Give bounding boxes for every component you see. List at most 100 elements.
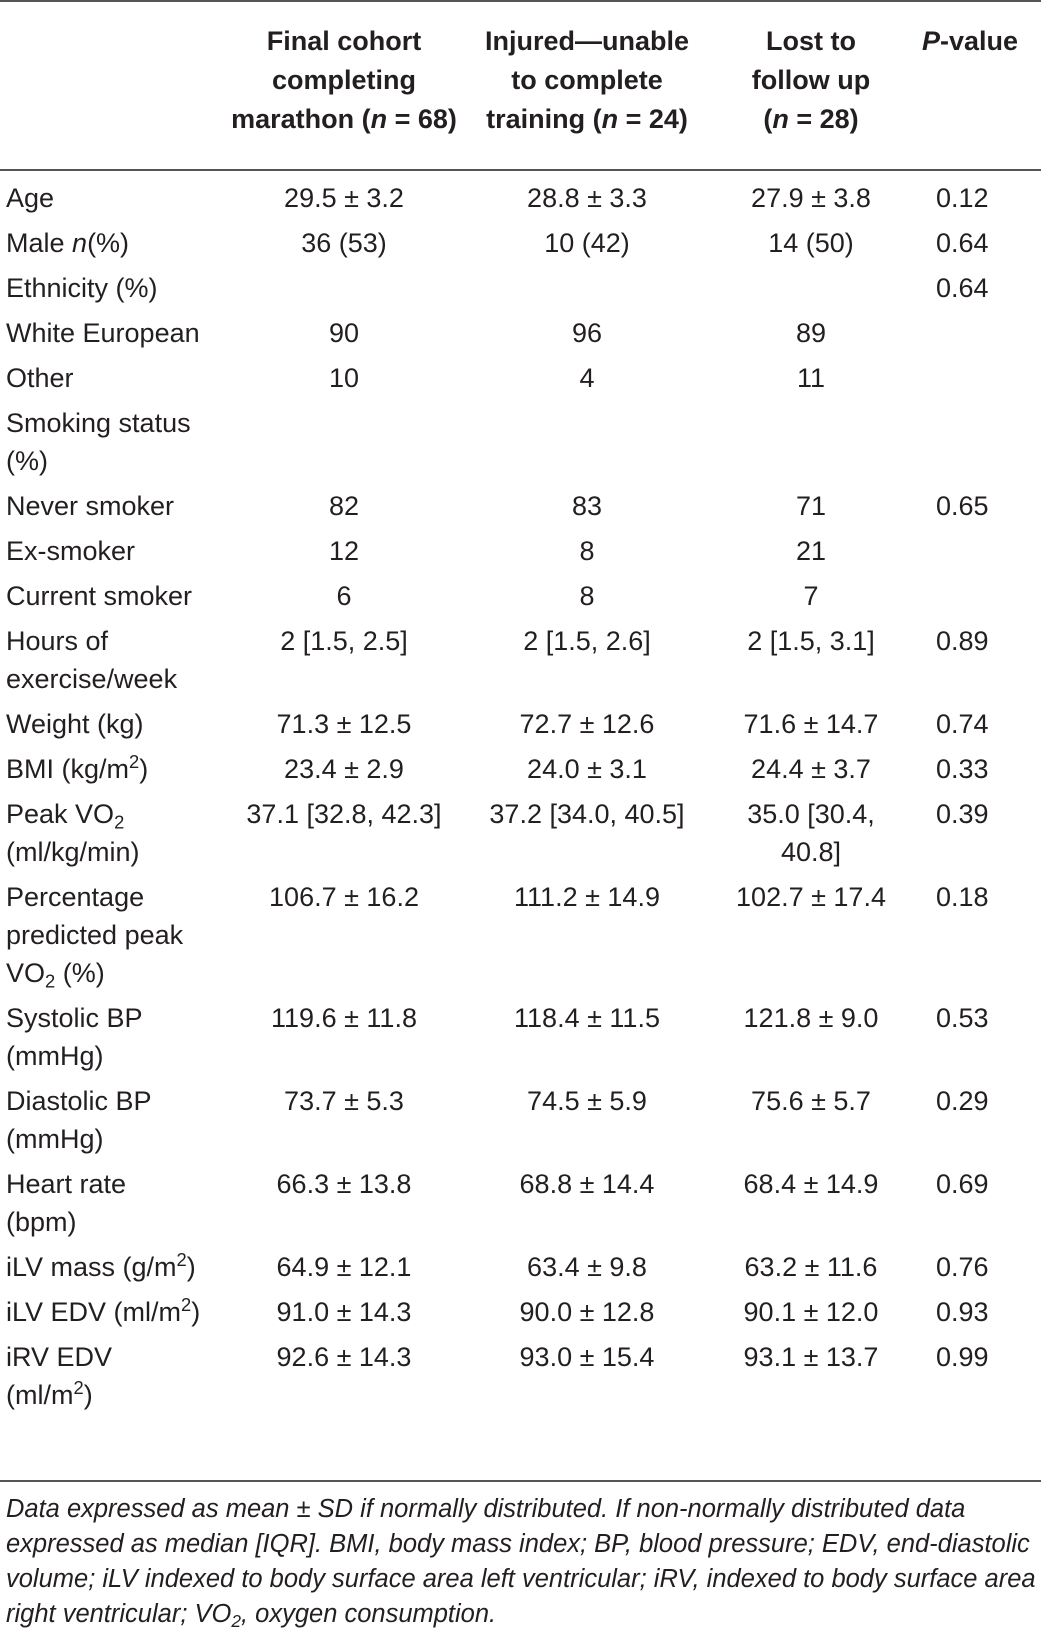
lost-to-follow-up-value: 7 [803,581,819,611]
lost-to-follow-up-value: 121.8 ± 9.0 [743,1003,879,1033]
lost-to-follow-up-value: 89 [795,318,827,348]
final-cohort-value: 92.6 ± 14.3 [276,1342,412,1372]
injured-value: 10 (42) [544,228,630,258]
header-rule [0,169,1041,171]
p-value: 0.12 [936,183,989,213]
table-footnote: Data expressed as mean ± SD if normally … [6,1495,1036,1632]
row-label: Age [6,183,55,213]
final-cohort-value: 10 [328,363,360,393]
final-cohort-value: 66.3 ± 13.8 [276,1169,412,1199]
table-row-ethnicity: Ethnicity (%) 0.64 [0,269,1041,314]
table-row-diastolic-bp-mmhg: Diastolic BP (mmHg) 73.7 ± 5.3 74.5 ± 5.9 75… [0,1082,1041,1165]
table-row-bmi-kg-m2: BMI (kg/m2) 23.4 ± 2.9 24.0 ± 3.1 24.4 ± 3.… [0,750,1041,795]
lost-to-follow-up-value: 71 [795,491,827,521]
final-cohort-value: 91.0 ± 14.3 [276,1297,412,1327]
final-cohort-value: 29.5 ± 3.2 [284,183,404,213]
p-value [908,577,1041,622]
p-value: 0.89 [936,626,989,656]
final-cohort-value: 73.7 ± 5.3 [284,1086,404,1116]
table-row-ilv-edv-ml-m2: iLV EDV (ml/m2) 91.0 ± 14.3 90.0 ± 12.8 90.… [0,1293,1041,1338]
row-label: Peak VO2 (ml/kg/min) [6,799,140,867]
lost-to-follow-up-value: 24.4 ± 3.7 [751,754,871,784]
injured-value: 37.2 [34.0, 40.5] [489,799,685,829]
baseline-characteristics-table: Final cohort completing marathon (n = 68… [0,0,1041,1421]
final-cohort-value: 64.9 ± 12.1 [276,1252,412,1282]
row-label: Percentage predicted peak VO2 (%) [6,882,184,992]
row-label: iLV mass (g/m2) [6,1248,196,1282]
row-label: Weight (kg) [6,709,144,739]
row-label: Hours of exercise/week [6,626,178,694]
injured-value: 118.4 ± 11.5 [514,1003,660,1033]
injured-value [460,404,714,487]
injured-value: 111.2 ± 14.9 [514,882,660,912]
p-value [908,314,1041,359]
injured-value: 93.0 ± 15.4 [519,1342,655,1372]
table-row-percentage-predicted-peak-vo2: Percentage predicted peak VO2 (%) 106.7 ± 1… [0,878,1041,999]
injured-value: 74.5 ± 5.9 [527,1086,647,1116]
final-cohort-value: 119.6 ± 11.8 [271,1003,417,1033]
header-lost-to-follow-up: Lost to follow up (n = 28) [751,26,871,134]
header-blank [0,0,228,169]
table-row-heart-rate-bpm: Heart rate (bpm) 66.3 ± 13.8 68.8 ± 14.4 68.… [0,1165,1041,1248]
lost-to-follow-up-value [714,404,908,487]
p-value [908,359,1041,404]
p-value: 0.99 [936,1342,989,1372]
lost-to-follow-up-value: 68.4 ± 14.9 [743,1169,879,1199]
table-row-ex-smoker: Ex-smoker 12 8 21 [0,532,1041,577]
final-cohort-value: 23.4 ± 2.9 [284,754,404,784]
bottom-rule [0,1480,1041,1482]
row-label: Heart rate (bpm) [6,1169,127,1237]
lost-to-follow-up-value: 93.1 ± 13.7 [743,1342,879,1372]
row-label: Systolic BP (mmHg) [6,1003,143,1071]
injured-value: 83 [571,491,603,521]
table-row-other: Other 10 4 11 [0,359,1041,404]
row-label: White European [6,318,200,348]
final-cohort-value: 90 [328,318,360,348]
final-cohort-value: 37.1 [32.8, 42.3] [246,799,442,829]
table-row-age: Age 29.5 ± 3.2 28.8 ± 3.3 27.9 ± 3.8 0.12 [0,169,1041,224]
table-row-male-n: Male n(%) 36 (53) 10 (42) 14 (50) 0.64 [0,224,1041,269]
lost-to-follow-up-value: 2 [1.5, 3.1] [747,626,875,656]
injured-value: 96 [571,318,603,348]
lost-to-follow-up-value: 90.1 ± 12.0 [743,1297,879,1327]
header-injured: Injured—unable to complete training (n =… [484,26,690,134]
table-body: Age 29.5 ± 3.2 28.8 ± 3.3 27.9 ± 3.8 0.12 Mal… [0,169,1041,1421]
final-cohort-value: 12 [328,536,360,566]
row-label: Never smoker [6,491,175,521]
lost-to-follow-up-value: 102.7 ± 17.4 [736,882,886,912]
p-value [908,532,1041,577]
injured-value: 90.0 ± 12.8 [519,1297,655,1327]
p-value: 0.74 [936,709,989,739]
row-label: BMI (kg/m2) [6,750,149,784]
p-value: 0.69 [936,1169,989,1199]
row-label: Smoking status (%) [6,408,191,476]
injured-value: 63.4 ± 9.8 [527,1252,647,1282]
top-rule [0,0,1041,2]
table-row-weight-kg: Weight (kg) 71.3 ± 12.5 72.7 ± 12.6 71.6 ± … [0,705,1041,750]
p-value: 0.93 [936,1297,989,1327]
p-value: 0.76 [936,1252,989,1282]
table-row-systolic-bp-mmhg: Systolic BP (mmHg) 119.6 ± 11.8 118.4 ± 11.… [0,999,1041,1082]
injured-value: 68.8 ± 14.4 [519,1169,655,1199]
final-cohort-value: 82 [328,491,360,521]
lost-to-follow-up-value: 75.6 ± 5.7 [751,1086,871,1116]
table-row-irv-edv-ml-m2: iRV EDV (ml/m2) 92.6 ± 14.3 93.0 ± 15.4 93.1… [0,1338,1041,1421]
final-cohort-value [228,404,460,487]
final-cohort-value [228,269,460,314]
table-row-hours-of-exercise-week: Hours of exercise/week 2 [1.5, 2.5] 2 [1.5,… [0,622,1041,705]
p-value: 0.29 [936,1086,989,1116]
lost-to-follow-up-value: 35.0 [30.4, 40.8] [747,799,875,867]
lost-to-follow-up-value: 21 [795,536,827,566]
lost-to-follow-up-value: 27.9 ± 3.8 [751,183,871,213]
final-cohort-value: 106.7 ± 16.2 [269,882,419,912]
final-cohort-value: 71.3 ± 12.5 [276,709,412,739]
final-cohort-value: 36 (53) [301,228,387,258]
table-row-current-smoker: Current smoker 6 8 7 [0,577,1041,622]
lost-to-follow-up-value: 11 [796,363,826,393]
header-final-cohort: Final cohort completing marathon (n = 68… [231,26,457,134]
table-row-white-european: White European 90 96 89 [0,314,1041,359]
p-value: 0.39 [936,799,989,829]
p-value: 0.65 [936,491,989,521]
p-value [908,404,1041,487]
